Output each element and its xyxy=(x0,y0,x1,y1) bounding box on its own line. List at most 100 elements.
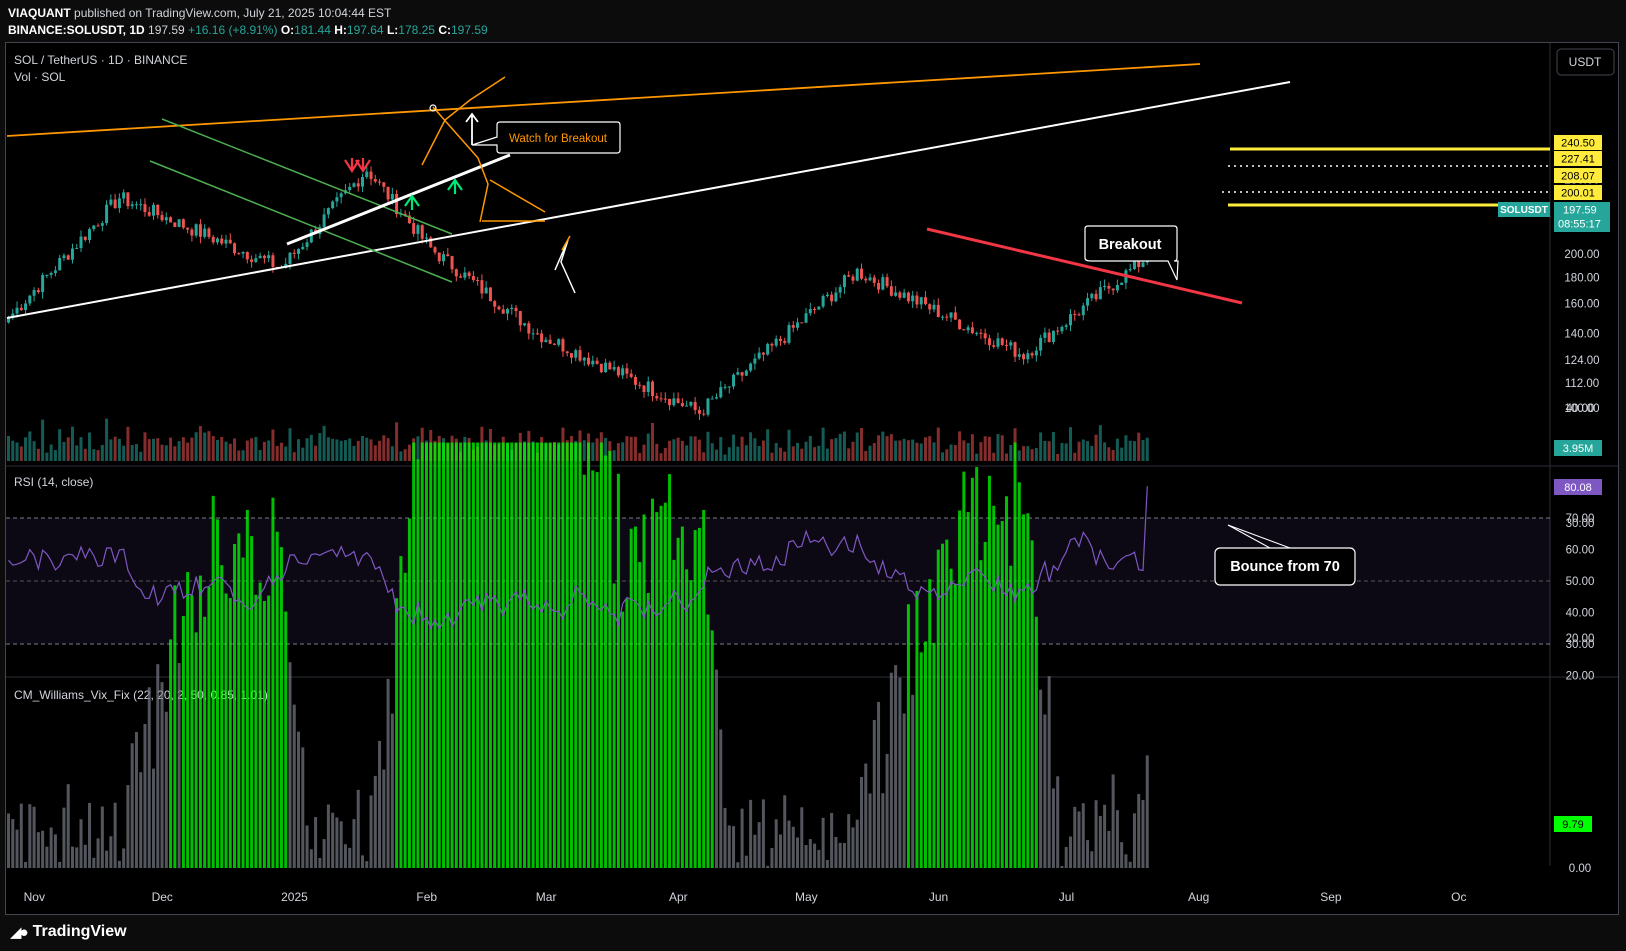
buy-arrow-icon xyxy=(404,194,420,210)
breakout-callout[interactable] xyxy=(1084,225,1179,281)
vix-bar xyxy=(442,442,446,868)
volume-bar xyxy=(152,438,156,461)
vix-bar xyxy=(250,536,254,868)
vix-bar xyxy=(109,836,113,868)
vix-bar xyxy=(433,442,437,868)
vix-bar xyxy=(689,580,693,868)
volume-bar xyxy=(659,453,663,461)
vix-bar xyxy=(301,747,305,868)
time-axis[interactable]: Nov Dec 2025 Feb Mar Apr May Jun Jul Aug Sep Oc xyxy=(24,890,1467,904)
vix-bar xyxy=(753,834,757,868)
candle-body xyxy=(740,372,744,376)
candle-body xyxy=(1034,350,1038,356)
vix-bar xyxy=(621,611,625,868)
vix-bar xyxy=(770,848,774,868)
volume-badge-text: 3.95M xyxy=(1563,443,1594,455)
vix-bar xyxy=(996,524,1000,868)
candle-body xyxy=(1090,293,1094,299)
candle-body xyxy=(672,398,676,406)
vix-bar xyxy=(966,511,970,868)
candle-body xyxy=(761,352,765,355)
low-value: 178.25 xyxy=(398,23,435,37)
volume-bar xyxy=(147,439,151,461)
orange-wedge-top[interactable] xyxy=(421,76,506,166)
candle-body xyxy=(160,215,164,221)
white-zigzag[interactable] xyxy=(554,239,576,294)
volume-bar xyxy=(15,442,19,461)
volume-bar xyxy=(1107,447,1111,461)
candle-body xyxy=(1009,342,1013,346)
volume-bar xyxy=(697,439,701,461)
vix-bar xyxy=(510,442,514,868)
volume-bar xyxy=(740,436,744,461)
currency-button[interactable] xyxy=(1556,48,1615,76)
candle-body xyxy=(1051,330,1055,342)
level-badges: 240.50 227.41 208.07 200.01 SOLUSDT 197.… xyxy=(1498,135,1610,832)
volume-bar xyxy=(842,431,846,461)
candle-body xyxy=(1094,293,1098,300)
candle-body xyxy=(143,204,147,213)
orange-small-lines[interactable] xyxy=(561,235,571,251)
channel-top[interactable] xyxy=(161,118,453,235)
white-support-line[interactable] xyxy=(286,153,511,246)
volume-bar xyxy=(262,441,266,461)
candle-body xyxy=(702,413,706,415)
candle-body xyxy=(941,316,945,318)
watch-callout[interactable] xyxy=(471,121,621,154)
candle-body xyxy=(979,332,983,334)
vix-bar xyxy=(587,442,591,868)
volume-bar xyxy=(326,437,330,461)
candle-body xyxy=(953,312,957,320)
orange-trendline[interactable] xyxy=(6,63,1201,137)
volume-bar xyxy=(373,445,377,461)
volume-bar xyxy=(1137,432,1141,461)
vix-bar xyxy=(548,442,552,868)
volume-bar xyxy=(1009,445,1013,461)
volume-bar xyxy=(233,438,237,461)
red-trendline[interactable] xyxy=(926,227,1243,305)
vix-bar xyxy=(574,442,578,868)
vix-bar xyxy=(1103,804,1107,868)
price-tick-label: 112.00 xyxy=(1565,378,1599,390)
currency-button-label[interactable]: USDT xyxy=(1569,55,1602,69)
volume-bar xyxy=(604,438,608,461)
vix-bar xyxy=(143,723,147,868)
author-name[interactable]: VIAQUANT xyxy=(8,6,71,20)
candle-body xyxy=(949,312,953,318)
volume-bar xyxy=(360,435,364,461)
price-tick-label: 200.00 xyxy=(1564,249,1599,261)
vix-bar xyxy=(1115,810,1119,868)
candle-body xyxy=(855,268,859,281)
orange-wedge-bottom[interactable] xyxy=(432,106,489,223)
vix-bar xyxy=(877,701,881,868)
bounce-callout[interactable] xyxy=(1214,547,1356,586)
vix-bar xyxy=(1073,806,1077,868)
volume-bar xyxy=(254,437,258,461)
white-trendline[interactable] xyxy=(6,81,1291,319)
vix-bar xyxy=(1137,793,1141,868)
candle-body xyxy=(1132,259,1136,269)
tradingview-logo[interactable]: ◢● TradingView xyxy=(10,923,127,941)
candle-body xyxy=(842,275,846,288)
vix-bar xyxy=(32,806,36,868)
vix-bar xyxy=(139,772,143,868)
channel-bottom[interactable] xyxy=(149,160,453,283)
vix-bar xyxy=(437,442,441,868)
vix-bar xyxy=(15,829,19,868)
volume-bar xyxy=(732,434,736,461)
candle-body xyxy=(100,223,104,226)
vix-bar xyxy=(326,804,330,868)
drawings[interactable]: Watch for Breakout Breakout Bounce from … xyxy=(6,63,1550,586)
volume-bar xyxy=(211,436,215,461)
candle-body xyxy=(902,292,906,298)
volume-bar xyxy=(757,446,761,461)
volume-bar xyxy=(1081,439,1085,461)
flag-top[interactable] xyxy=(489,179,546,213)
vix-bar xyxy=(651,498,655,868)
volume-bar xyxy=(284,446,288,461)
volume-bar xyxy=(860,428,863,461)
vix-bar xyxy=(147,687,151,868)
